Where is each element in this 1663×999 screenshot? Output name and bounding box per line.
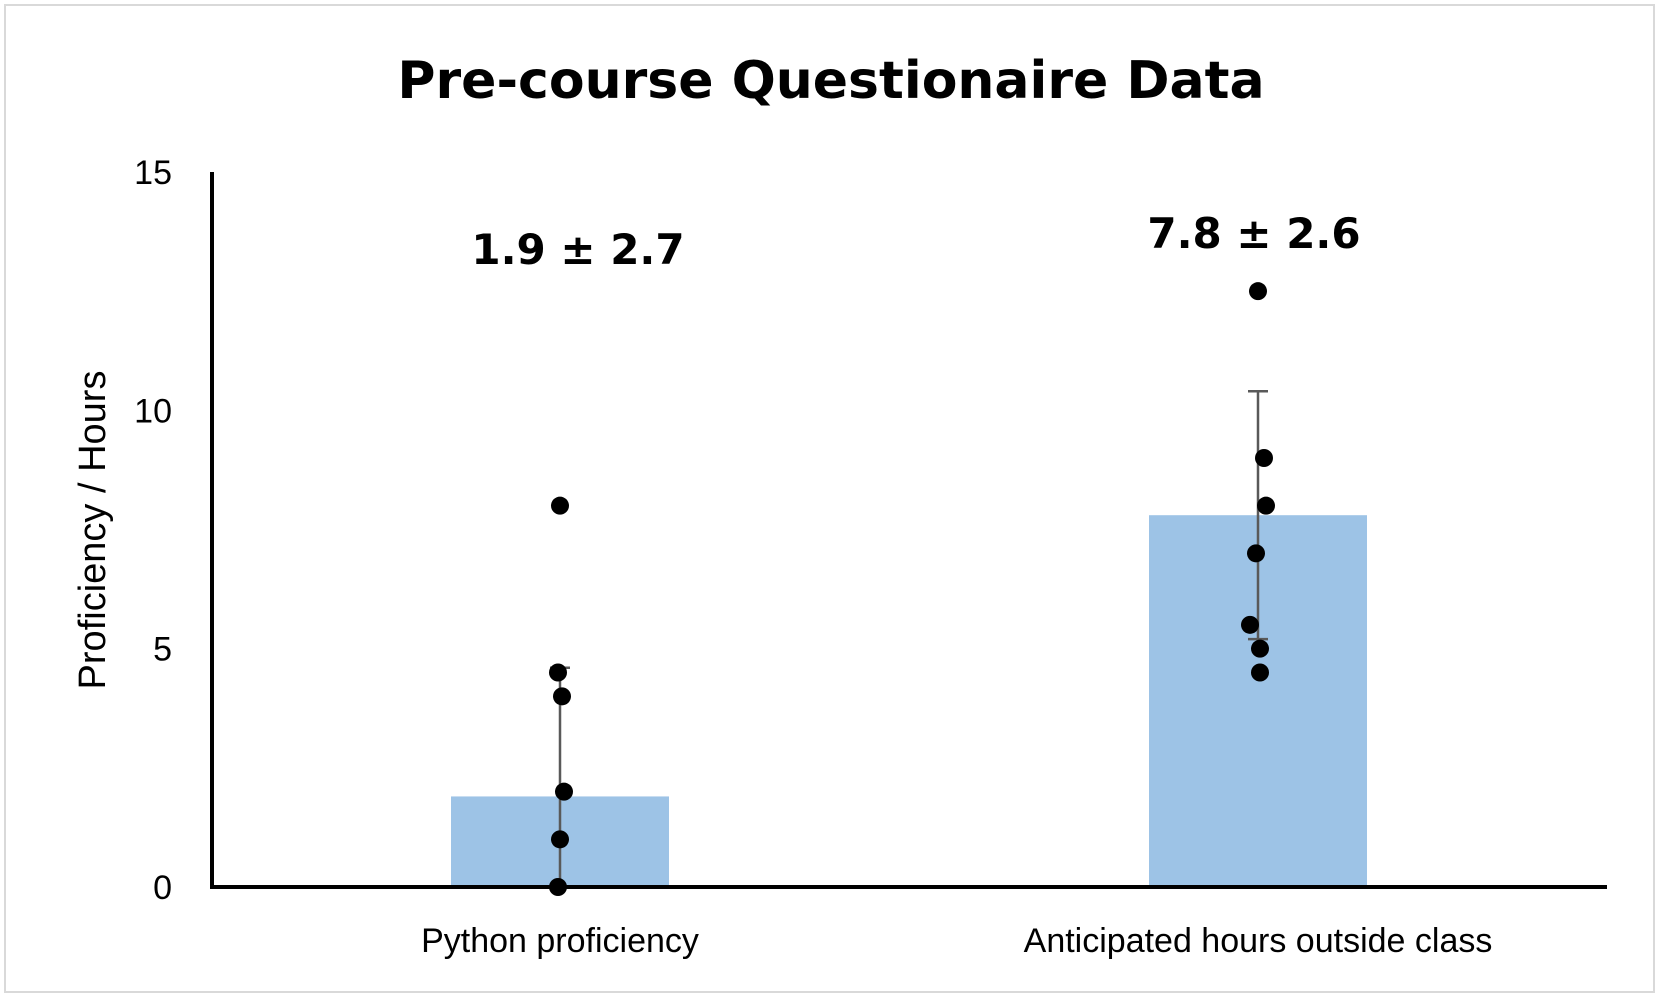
data-point: [1251, 663, 1269, 682]
y-axis-label: Proficiency / Hours: [72, 371, 114, 690]
data-point: [1241, 615, 1259, 634]
data-point: [1255, 449, 1273, 467]
x-category-label: Python proficiency: [421, 922, 699, 960]
data-point: [1249, 282, 1267, 301]
y-tick-label: 15: [134, 154, 172, 192]
data-point: [1251, 639, 1269, 658]
chart-title: Pre-course Questionaire Data: [397, 51, 1264, 111]
data-point: [555, 782, 573, 801]
data-point: [1257, 496, 1275, 515]
data-point: [551, 830, 569, 849]
y-tick-label: 5: [153, 631, 172, 669]
chart-frame: [4, 4, 1655, 993]
y-tick-label: 10: [134, 392, 172, 430]
x-category-label: Anticipated hours outside class: [1024, 922, 1493, 960]
data-label: 1.9 ± 2.7: [471, 225, 684, 274]
data-point: [549, 663, 567, 682]
data-label: 7.8 ± 2.6: [1147, 209, 1360, 258]
data-point: [551, 496, 569, 515]
data-point: [553, 687, 571, 706]
y-tick-label: 0: [153, 869, 172, 907]
data-point: [1247, 544, 1265, 563]
